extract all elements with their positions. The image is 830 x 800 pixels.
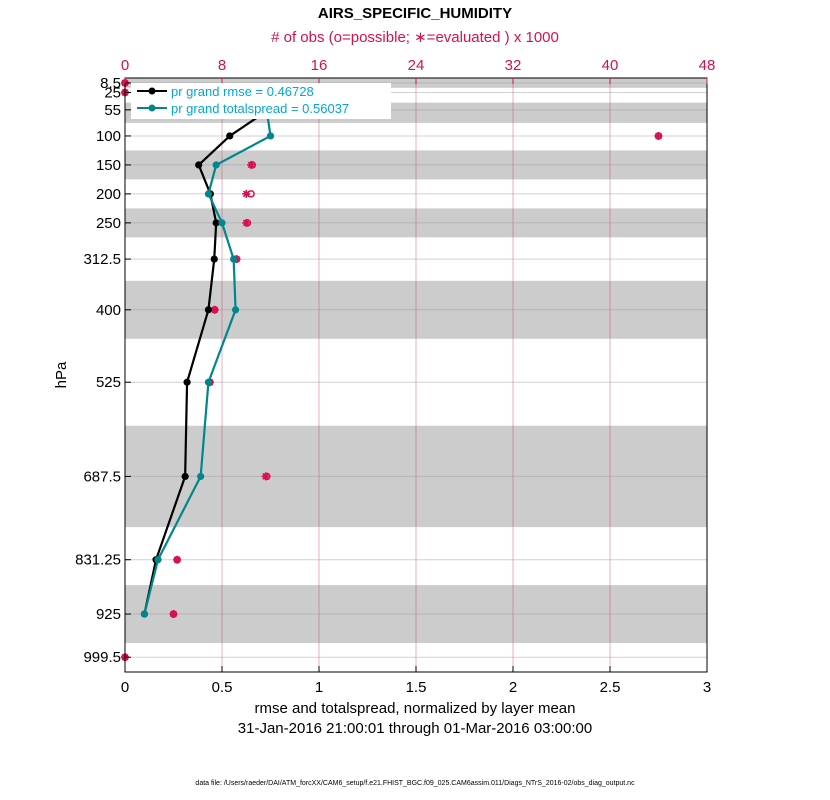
legend: pr grand rmse = 0.46728 pr grand totalsp… xyxy=(131,83,391,119)
top-tick-label: 32 xyxy=(505,57,522,74)
series-totalspread-point xyxy=(140,610,148,618)
obs-evaluated-marker xyxy=(261,472,270,481)
shaded-layer-4 xyxy=(125,280,707,339)
y-tick-label: 925 xyxy=(96,606,121,623)
legend-box xyxy=(131,83,391,119)
chart-title: AIRS_SPECIFIC_HUMIDITY xyxy=(318,5,512,22)
y-tick-label: 100 xyxy=(96,128,121,145)
y-tick-label: 831.25 xyxy=(75,552,121,569)
y-tick-label: 55 xyxy=(104,102,121,119)
series-rmse-point xyxy=(195,161,203,169)
obs-evaluated-marker xyxy=(247,160,256,169)
y-tick-label: 25 xyxy=(104,84,121,101)
y-axis-label: hPa xyxy=(53,361,70,388)
series-totalspread-point xyxy=(204,190,213,198)
top-tick-label: 24 xyxy=(408,57,425,74)
series-totalspread-point xyxy=(154,556,162,564)
obs-evaluated-marker xyxy=(173,555,182,564)
x-tick-label: 2.5 xyxy=(600,679,621,696)
series-rmse-point xyxy=(204,306,213,314)
legend-spread-label: pr grand totalspread = 0.56037 xyxy=(171,101,349,116)
series-totalspread-point xyxy=(218,219,226,227)
shaded-layer-6 xyxy=(125,585,707,644)
series-rmse-point xyxy=(212,219,220,227)
x-axis-label: rmse and totalspread, normalized by laye… xyxy=(255,700,576,717)
y-tick-label: 525 xyxy=(96,374,121,391)
bottom-axis-ticks: 0 0.5 1 1.5 2 2.5 3 xyxy=(121,666,711,696)
top-axis-ticks: 0 8 16 24 32 40 48 xyxy=(121,57,716,84)
top-axis-label: # of obs (o=possible; ∗=evaluated ) x 10… xyxy=(271,29,559,46)
x-tick-label: 1 xyxy=(315,679,323,696)
y-tick-label: 250 xyxy=(96,215,121,232)
shaded-layers xyxy=(125,78,707,644)
obs-evaluated-marker xyxy=(210,305,219,314)
legend-spread-marker xyxy=(148,104,156,112)
top-tick-label: 48 xyxy=(699,57,716,74)
series-rmse-line xyxy=(143,108,270,615)
top-tick-label: 40 xyxy=(602,57,619,74)
top-tick-label: 16 xyxy=(311,57,328,74)
y-tick-label: 400 xyxy=(96,302,121,319)
legend-rmse-label: pr grand rmse = 0.46728 xyxy=(171,84,314,99)
series-totalspread-point xyxy=(231,306,240,314)
series-totalspread-point xyxy=(204,378,213,386)
y-tick-label: 150 xyxy=(96,157,121,174)
x-tick-label: 3 xyxy=(703,679,711,696)
x-tick-label: 2 xyxy=(509,679,517,696)
shaded-layer-5 xyxy=(125,425,707,528)
series-rmse-point xyxy=(181,472,189,481)
x-tick-label: 0 xyxy=(121,679,129,696)
y-tick-label: 8.5 xyxy=(100,75,121,92)
obs-evaluated-marker xyxy=(242,218,251,227)
y-tick-label: 999.5 xyxy=(83,649,121,666)
series-totalspread-point xyxy=(197,472,205,481)
obs-evaluated-marker xyxy=(169,610,178,619)
data-file-footnote: data file: /Users/raeder/DAI/ATM_forcXX/… xyxy=(195,780,635,787)
top-tick-label: 0 xyxy=(121,57,129,74)
series-totalspread-point xyxy=(212,161,220,169)
x-axis-date-range: 31-Jan-2016 21:00:01 through 01-Mar-2016… xyxy=(238,720,592,737)
y-tick-label: 312.5 xyxy=(83,251,121,268)
obs-evaluated-marker xyxy=(242,189,251,198)
series-rmse-point xyxy=(183,378,191,386)
series-totalspread-point xyxy=(266,132,275,140)
series-rmse-point xyxy=(226,132,234,140)
shaded-layer-2 xyxy=(125,150,707,180)
series-lines xyxy=(140,106,275,618)
x-tick-label: 0.5 xyxy=(212,679,233,696)
y-tick-label: 687.5 xyxy=(83,468,121,485)
series-totalspread-point xyxy=(230,255,238,263)
obs-evaluated-marker xyxy=(654,131,663,140)
x-tick-label: 1.5 xyxy=(406,679,427,696)
y-tick-label: 200 xyxy=(96,186,121,203)
series-rmse-point xyxy=(210,255,218,263)
top-tick-label: 8 xyxy=(218,57,226,74)
legend-rmse-marker xyxy=(148,87,156,95)
